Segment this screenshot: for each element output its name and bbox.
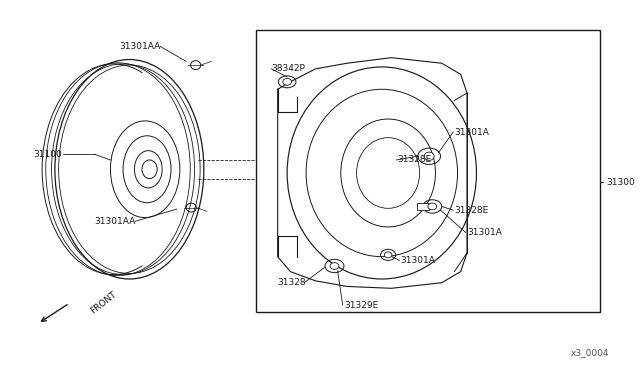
Text: 31301A: 31301A <box>454 128 489 137</box>
Ellipse shape <box>424 152 434 160</box>
Text: 31100: 31100 <box>33 150 62 159</box>
Text: 31329E: 31329E <box>344 301 378 310</box>
Ellipse shape <box>142 160 157 179</box>
Text: 31328E: 31328E <box>397 155 432 164</box>
Bar <box>255 30 600 312</box>
Text: 31300: 31300 <box>606 178 635 187</box>
Text: 31301AA: 31301AA <box>95 217 136 226</box>
Bar <box>417 203 429 210</box>
Text: 31301A: 31301A <box>467 228 502 237</box>
Ellipse shape <box>385 252 392 258</box>
Ellipse shape <box>330 263 339 269</box>
Text: 31301A: 31301A <box>401 256 436 265</box>
Text: 31328: 31328 <box>278 278 306 287</box>
Text: 38342P: 38342P <box>271 64 305 73</box>
Ellipse shape <box>428 203 436 210</box>
Text: 31301AA: 31301AA <box>120 42 161 51</box>
Text: FRONT: FRONT <box>89 289 118 315</box>
Text: 31328E: 31328E <box>454 206 488 215</box>
Text: x3_0004: x3_0004 <box>570 348 609 357</box>
Ellipse shape <box>283 78 292 85</box>
